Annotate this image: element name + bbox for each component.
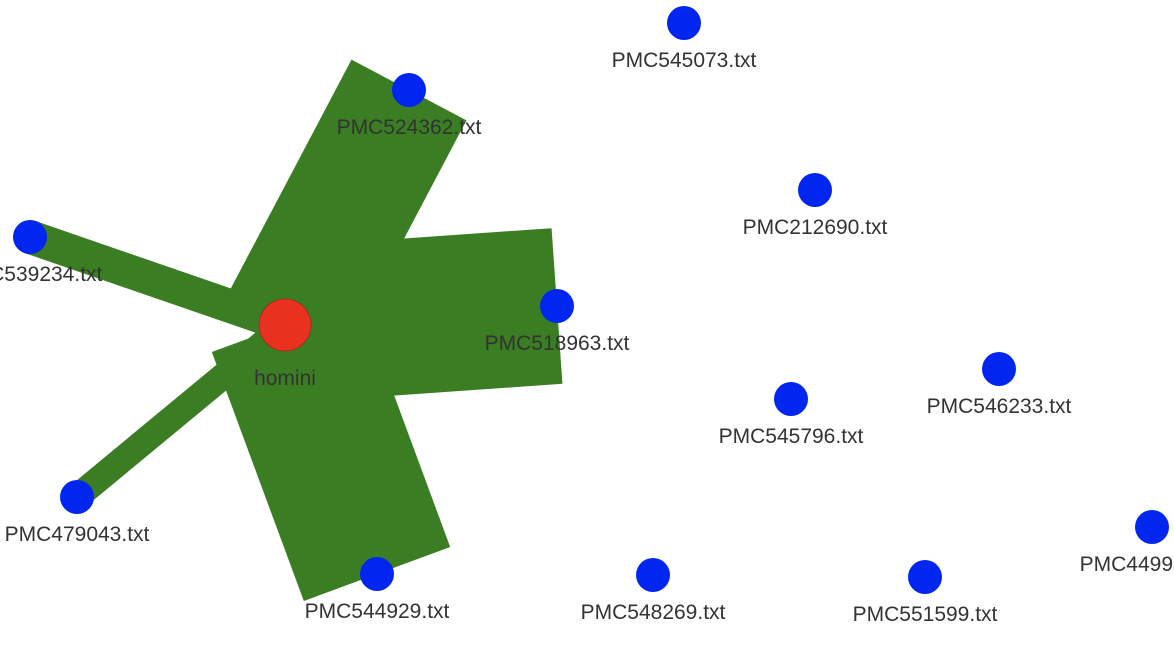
document-node[interactable]: PMC546233.txt xyxy=(927,352,1072,418)
document-node[interactable]: PMC539234.txt xyxy=(0,220,103,286)
document-node-circle[interactable] xyxy=(13,220,47,254)
document-node-circle[interactable] xyxy=(774,382,808,416)
nodes-layer: PMC545073.txt PMC524362.txt PMC212690.txt P… xyxy=(0,6,1174,626)
document-node[interactable]: PMC479043.txt xyxy=(5,480,150,546)
document-node-label: PMC545073.txt xyxy=(612,49,757,72)
document-node-label: PMC524362.txt xyxy=(337,116,482,139)
document-node-circle[interactable] xyxy=(908,560,942,594)
document-node-circle[interactable] xyxy=(982,352,1016,386)
document-node-label: PMC548269.txt xyxy=(581,601,726,624)
document-node[interactable]: PMC212690.txt xyxy=(743,173,888,239)
edge-homini-PMC544929 xyxy=(211,297,451,602)
document-node-circle[interactable] xyxy=(360,557,394,591)
document-node[interactable]: PMC545073.txt xyxy=(612,6,757,72)
document-node-circle[interactable] xyxy=(798,173,832,207)
edge-homini-PMC539234 xyxy=(24,221,291,341)
document-node-circle[interactable] xyxy=(1135,510,1169,544)
document-node-circle[interactable] xyxy=(392,73,426,107)
document-node-label: PMC545796.txt xyxy=(719,425,864,448)
center-node[interactable]: homini xyxy=(254,298,316,390)
document-node-circle[interactable] xyxy=(636,558,670,592)
document-node-label: PMC449989.txt xyxy=(1080,553,1174,576)
document-node[interactable]: PMC551599.txt xyxy=(853,560,998,626)
document-node[interactable]: PMC449989.txt xyxy=(1080,510,1174,576)
document-node-circle[interactable] xyxy=(60,480,94,514)
document-node-label: PMC479043.txt xyxy=(5,523,150,546)
document-node-label: PMC539234.txt xyxy=(0,263,103,286)
document-node-label: PMC546233.txt xyxy=(927,395,1072,418)
edges-layer xyxy=(24,59,563,602)
document-node-label: PMC518963.txt xyxy=(485,332,630,355)
document-node[interactable]: PMC548269.txt xyxy=(581,558,726,624)
document-node[interactable]: PMC544929.txt xyxy=(305,557,450,623)
document-node-label: PMC544929.txt xyxy=(305,600,450,623)
document-node[interactable]: PMC518963.txt xyxy=(485,289,630,355)
edge-homini-PMC479043 xyxy=(68,314,294,508)
document-node[interactable]: PMC524362.txt xyxy=(337,73,482,139)
document-node[interactable]: PMC545796.txt xyxy=(719,382,864,448)
document-node-label: PMC551599.txt xyxy=(853,603,998,626)
center-node-label: homini xyxy=(254,367,316,390)
document-node-label: PMC212690.txt xyxy=(743,216,888,239)
document-node-circle[interactable] xyxy=(540,289,574,323)
document-node-circle[interactable] xyxy=(667,6,701,40)
center-node-circle[interactable] xyxy=(258,298,312,352)
